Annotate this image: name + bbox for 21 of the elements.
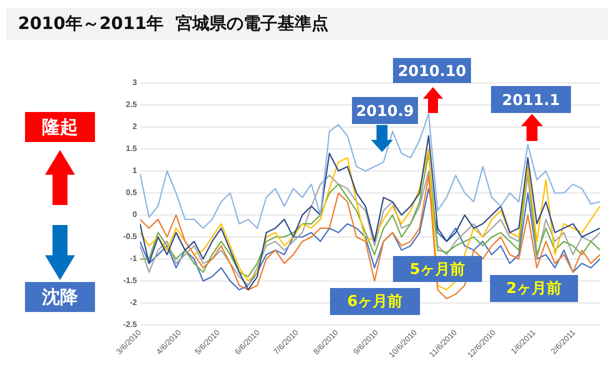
y-tick-label: 0 [132, 210, 138, 220]
y-tick-label: -1.5 [123, 276, 138, 286]
y-tick-label: 2 [132, 122, 138, 132]
y-tick-label: 3 [132, 78, 138, 88]
annotation: 6ヶ月前 [330, 288, 420, 315]
annotation: 5ヶ月前 [393, 256, 482, 282]
y-tick-label: 2.5 [126, 100, 138, 110]
text: 2010.10 [393, 58, 471, 83]
y-tick-label: 0.5 [126, 188, 138, 198]
annotation: 2011.1 [491, 86, 571, 113]
chart-title: 2010年～2011年 宮城県の電子基準点 [6, 8, 608, 40]
annotation: 2ヶ月前 [490, 275, 578, 302]
text: 沈降 [25, 282, 95, 312]
y-tick-label: -1 [130, 254, 138, 264]
y-tick-label: -2.5 [123, 320, 138, 330]
text: 隆起 [25, 112, 95, 142]
y-tick-label: -2 [130, 298, 138, 308]
y-tick-label: 1.5 [126, 144, 138, 154]
annotation: 2010.9 [352, 97, 418, 124]
y-tick-label: 1 [132, 166, 138, 176]
y-tick-label: -0.5 [123, 232, 138, 242]
